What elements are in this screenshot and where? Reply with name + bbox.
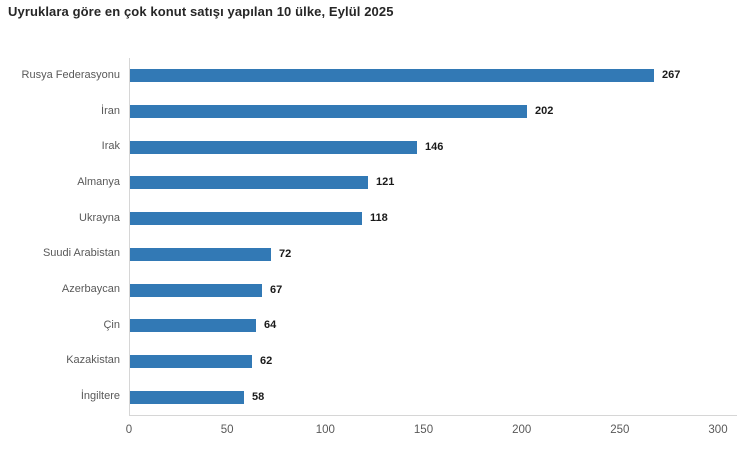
category-label: Irak bbox=[101, 140, 120, 153]
bar-value-label: 62 bbox=[260, 354, 273, 367]
bar-value-label: 202 bbox=[535, 105, 554, 118]
bar-row: 146 bbox=[130, 140, 718, 154]
bar-row: 121 bbox=[130, 176, 718, 190]
bar bbox=[130, 176, 368, 190]
bar bbox=[130, 247, 271, 261]
bar bbox=[130, 212, 362, 226]
category-label: Azerbaycan bbox=[61, 283, 120, 296]
x-axis-line bbox=[129, 415, 737, 416]
bar-value-label: 146 bbox=[425, 140, 444, 153]
category-label: İran bbox=[101, 104, 120, 117]
bar-value-label: 64 bbox=[264, 319, 277, 332]
bar-row: 64 bbox=[130, 319, 718, 333]
x-tick-label: 300 bbox=[708, 424, 728, 436]
category-label: Ukrayna bbox=[79, 211, 120, 224]
x-tick-label: 100 bbox=[315, 424, 335, 436]
bar-row: 72 bbox=[130, 247, 718, 261]
bar bbox=[130, 283, 262, 297]
x-tick-label: 50 bbox=[220, 424, 234, 436]
bar-value-label: 267 bbox=[662, 69, 681, 82]
bar-row: 62 bbox=[130, 354, 718, 368]
bar bbox=[130, 69, 654, 83]
bar-value-label: 58 bbox=[252, 390, 265, 403]
x-tick-label: 0 bbox=[125, 424, 133, 436]
category-label: Rusya Federasyonu bbox=[21, 68, 120, 81]
x-tick-label: 150 bbox=[413, 424, 434, 436]
bar-row: 118 bbox=[130, 212, 718, 226]
category-label: Almanya bbox=[77, 175, 120, 188]
bar-value-label: 72 bbox=[279, 247, 292, 260]
chart-title: Uyruklara göre en çok konut satışı yapıl… bbox=[8, 4, 394, 19]
bar bbox=[130, 354, 252, 368]
bar bbox=[130, 140, 417, 154]
bar-value-label: 118 bbox=[370, 212, 388, 225]
category-label: İngiltere bbox=[80, 390, 120, 403]
bar-value-label: 121 bbox=[376, 176, 395, 189]
bar-row: 202 bbox=[130, 105, 718, 119]
category-label: Kazakistan bbox=[66, 354, 120, 367]
bar bbox=[130, 105, 527, 119]
bar-value-label: 67 bbox=[270, 283, 283, 296]
x-tick-label: 250 bbox=[610, 424, 630, 436]
bar-row: 67 bbox=[130, 283, 718, 297]
bar-row: 58 bbox=[130, 390, 718, 404]
plot-area: 267 202 146 121 118 72 67 64 62 58 bbox=[129, 58, 718, 415]
x-tick-label: 200 bbox=[512, 424, 532, 436]
bar bbox=[130, 390, 244, 404]
category-label: Çin bbox=[103, 318, 120, 331]
category-label: Suudi Arabistan bbox=[42, 247, 120, 260]
bar bbox=[130, 319, 256, 333]
bar-row: 267 bbox=[130, 69, 718, 83]
